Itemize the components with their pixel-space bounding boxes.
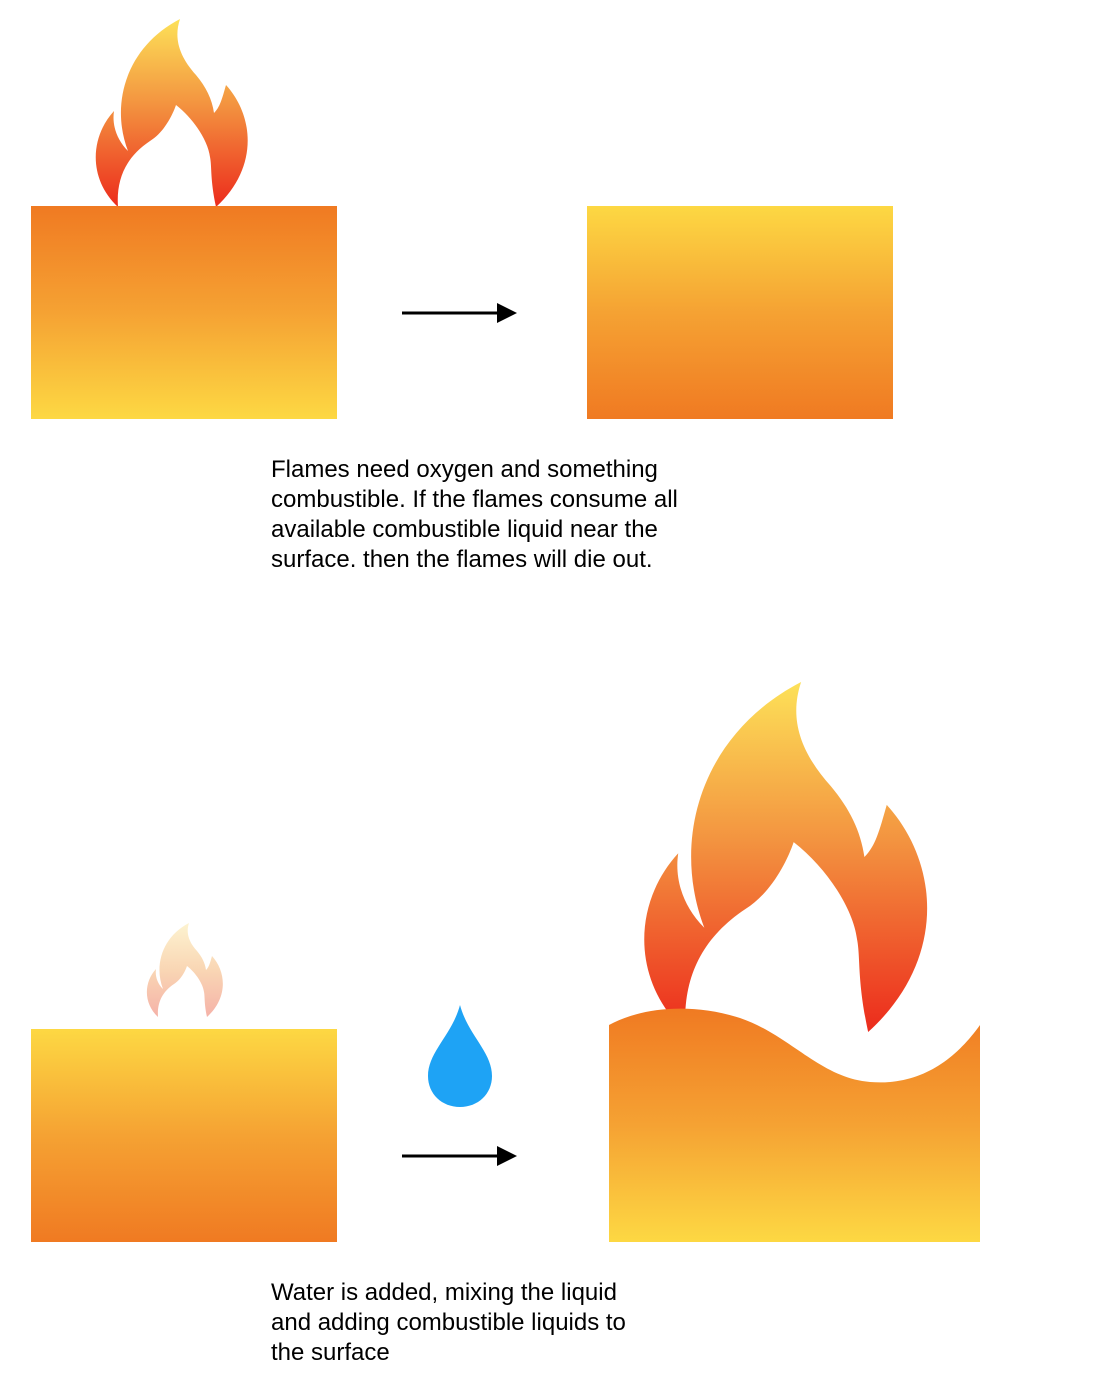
extinguished-liquid-box — [587, 206, 893, 419]
bottom-row — [31, 682, 980, 1242]
agitated-liquid — [609, 1008, 980, 1242]
right-arrow-icon — [402, 303, 517, 323]
calm-liquid-box — [31, 1029, 337, 1242]
caption-line: Water is added, mixing the liquid — [271, 1279, 617, 1306]
water-drop-icon — [428, 1005, 492, 1107]
caption-line: Flames need oxygen and something — [271, 456, 658, 483]
faint-flame-icon — [146, 923, 223, 1017]
caption-line: available combustible liquid near the — [271, 516, 658, 543]
caption-line: and adding combustible liquids to — [271, 1309, 626, 1336]
caption-line: combustible. If the flames consume all — [271, 486, 678, 513]
caption-line: surface. then the flames will die out. — [271, 546, 653, 573]
large-flame-icon — [644, 682, 928, 1032]
top-caption: Flames need oxygen and something combust… — [271, 455, 751, 575]
top-row — [31, 19, 893, 419]
right-arrow-icon — [402, 1146, 517, 1166]
bottom-caption: Water is added, mixing the liquid and ad… — [271, 1278, 751, 1368]
burning-liquid-box — [31, 206, 337, 419]
caption-line: the surface — [271, 1339, 390, 1366]
flame-icon — [95, 19, 248, 207]
